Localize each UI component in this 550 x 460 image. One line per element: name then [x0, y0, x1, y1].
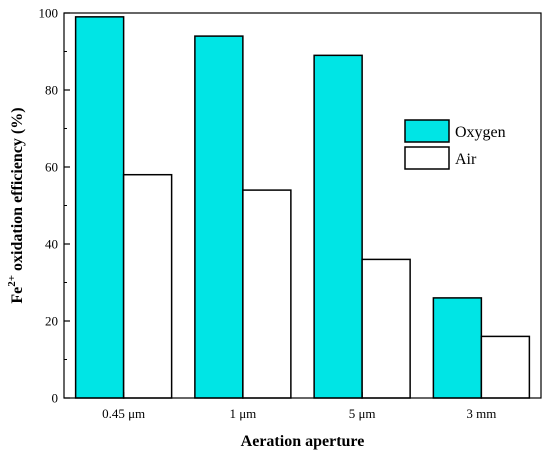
x-tick-label: 5 μm [349, 406, 376, 421]
x-axis-ticks: 0.45 μm 1 μm 5 μm 3 mm [102, 392, 496, 421]
x-tick-label: 3 mm [466, 406, 496, 421]
y-axis-title-rest: oxidation efficiency (%) [9, 107, 26, 275]
bar-air-1 [242, 189, 292, 399]
y-tick-label: 0 [52, 391, 59, 406]
legend: Oxygen Air [404, 119, 506, 170]
y-axis-title: Fe2+ oxidation efficiency (%) [6, 107, 26, 303]
y-tick-label: 20 [45, 314, 58, 329]
bar-oxygen-0 [74, 16, 125, 399]
x-axis-title: Aeration aperture [241, 433, 365, 450]
y-tick-label: 100 [39, 6, 59, 21]
legend-label-oxygen: Oxygen [455, 124, 506, 141]
y-tick-label: 60 [45, 160, 58, 175]
bar-air-0 [122, 173, 173, 399]
bar-oxygen-2 [313, 54, 363, 399]
y-axis-title-base: Fe [9, 287, 26, 304]
x-tick-label: 1 μm [229, 406, 256, 421]
y-tick-label: 80 [45, 83, 58, 98]
legend-swatch-oxygen [404, 119, 450, 143]
y-axis-title-superscript: 2+ [6, 275, 18, 287]
bar-oxygen-1 [194, 35, 244, 399]
y-axis-ticks: 0 20 40 60 80 100 [39, 6, 70, 406]
bar-oxygen-3 [432, 297, 483, 399]
legend-label-air: Air [455, 151, 477, 168]
bar-air-3 [480, 335, 531, 399]
legend-swatch-air [404, 146, 450, 170]
bar-air-2 [361, 258, 411, 399]
x-tick-label: 0.45 μm [102, 406, 145, 421]
y-tick-label: 40 [45, 237, 58, 252]
bars [74, 16, 531, 399]
